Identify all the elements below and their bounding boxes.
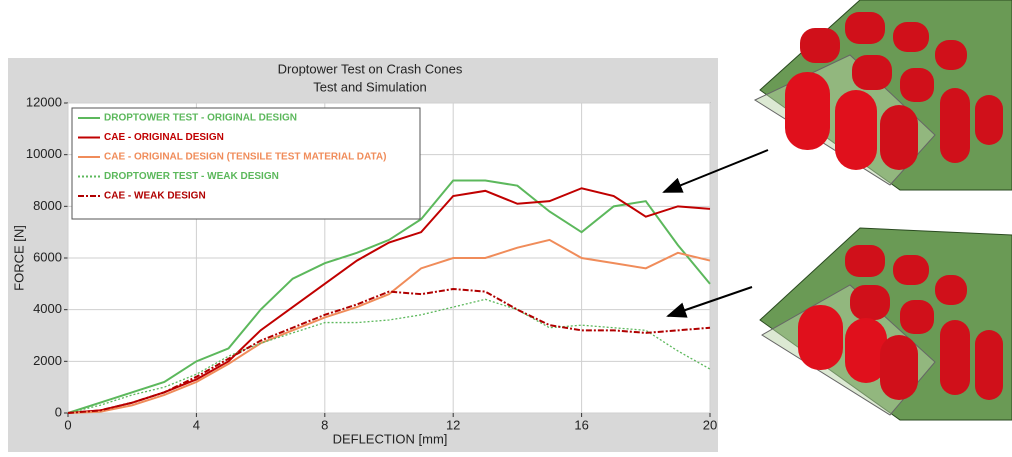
legend-label: DROPTOWER TEST - WEAK DESIGN: [104, 171, 279, 182]
x-tick-label: 12: [446, 417, 460, 432]
chart-subtitle: Test and Simulation: [313, 79, 426, 94]
chart: Droptower Test on Crash Cones Test and S…: [0, 0, 1012, 452]
legend-label: CAE - ORIGINAL DESIGN (TENSILE TEST MATE…: [104, 152, 386, 163]
y-axis-label: FORCE [N]: [11, 225, 26, 291]
page: Droptower Test on Crash Cones Test and S…: [0, 0, 1012, 452]
y-tick-label: 12000: [26, 94, 62, 109]
render-weak: [760, 228, 1012, 420]
legend-label: CAE - WEAK DESIGN: [104, 191, 206, 202]
chart-title: Droptower Test on Crash Cones: [278, 61, 463, 76]
y-tick-label: 6000: [33, 249, 62, 264]
y-tick-label: 8000: [33, 198, 62, 213]
legend-label: CAE - ORIGINAL DESIGN: [104, 132, 224, 143]
y-tick-label: 2000: [33, 353, 62, 368]
x-tick-label: 0: [64, 417, 71, 432]
x-tick-label: 8: [321, 417, 328, 432]
y-tick-label: 4000: [33, 301, 62, 316]
x-axis-label: DEFLECTION [mm]: [333, 431, 448, 446]
y-tick-label: 0: [55, 404, 62, 419]
x-tick-label: 4: [193, 417, 200, 432]
x-tick-label: 16: [574, 417, 588, 432]
x-tick-label: 20: [703, 417, 717, 432]
y-tick-label: 10000: [26, 146, 62, 161]
legend-label: DROPTOWER TEST - ORIGINAL DESIGN: [104, 113, 297, 124]
render-original: [755, 0, 1012, 190]
legend-box: [72, 108, 420, 219]
